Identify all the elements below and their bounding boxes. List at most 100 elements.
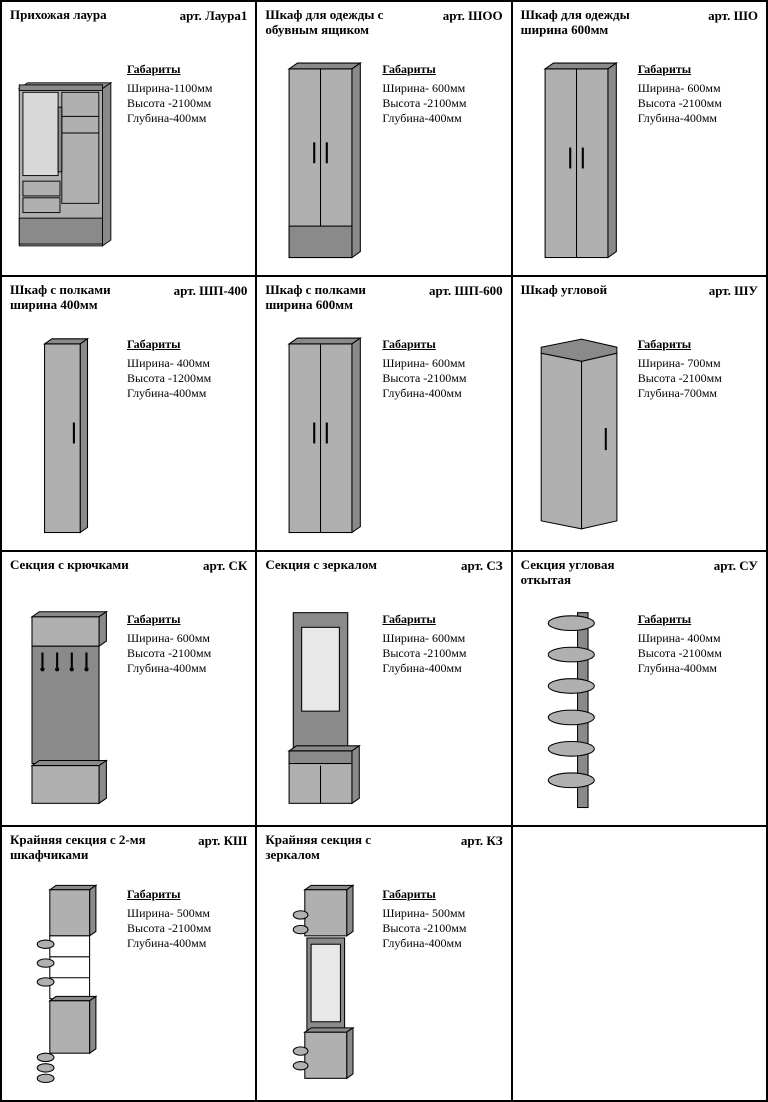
cell-body: ГабаритыШирина- 600ммВысота -2100ммГлуби… [521,42,758,271]
dimensions-heading: Габариты [382,612,502,627]
dimension-line: Глубина-400мм [638,111,758,126]
cell-body: Габариты Ширина- 500ммВысота -2100ммГлуби… [265,867,502,1096]
product-name: Шкаф с полками ширина 600мм [265,283,407,313]
cell-header: Шкаф для одежды ширина 600мм арт. ШО [521,8,758,42]
product-name: Секция с зеркалом [265,558,377,573]
dimension-line: Глубина-400мм [127,661,247,676]
cell-body: Габариты Ширина- 600ммВысота -2100ммГлуби… [265,592,502,821]
cell-header: Крайняя секция с зеркалом арт. КЗ [265,833,502,867]
product-name: Шкаф для одежды ширина 600мм [521,8,663,38]
product-name: Шкаф угловой [521,283,607,298]
product-cell: Секция с крючками арт. СК ГабаритыШирина- … [1,551,256,826]
product-article: арт. КЗ [461,833,503,849]
dimension-line: Глубина-400мм [382,936,502,951]
empty-cell [512,826,767,1101]
dimension-line: Высота -2100мм [127,96,247,111]
product-name: Секция угловая откытая [521,558,663,588]
product-dimensions: ГабаритыШирина- 600ммВысота -2100ммГлуби… [127,598,247,676]
product-dimensions: Габариты Ширина-1100ммВысота -2100ммГлуби… [127,48,247,126]
cell-body: Габариты Ширина-1100ммВысота -2100ммГлуби… [10,42,247,271]
product-cell: Крайняя секция с зеркалом арт. КЗ Габариты… [256,826,511,1101]
dimensions-heading: Габариты [127,887,247,902]
product-illustration [265,598,376,818]
dimensions-heading: Габариты [127,337,247,352]
dimension-line: Ширина- 500мм [127,906,247,921]
product-illustration [10,323,121,543]
dimension-line: Глубина-400мм [127,936,247,951]
dimensions-heading: Габариты [382,337,502,352]
product-name: Крайняя секция с зеркалом [265,833,407,863]
article-code: ШУ [734,283,758,298]
article-code: СК [229,558,248,573]
dimensions-heading: Габариты [382,887,502,902]
product-dimensions: ГабаритыШирина- 500ммВысота -2100ммГлуби… [127,873,247,951]
article-code: ШО [734,8,758,23]
dimensions-heading: Габариты [638,337,758,352]
product-illustration [10,873,121,1093]
product-cell: Секция угловая откытая арт. СУ Габариты Шир… [512,551,767,826]
product-cell: Крайняя секция с 2-мя шкафчикамиарт. КШГ… [1,826,256,1101]
cell-header: Секция с крючками арт. СК [10,558,247,592]
dimensions-heading: Габариты [127,62,247,77]
dimension-line: Ширина- 400мм [638,631,758,646]
cell-body: ГабаритыШирина- 400ммВысота -2100ммГлуби… [521,592,758,821]
product-illustration [265,48,376,268]
dimension-line: Глубина-400мм [127,111,247,126]
catalog-grid: Прихожая лаураарт. Лаура1ГабаритыШирина-… [0,0,768,1102]
dimensions-heading: Габариты [382,62,502,77]
article-code: КШ [224,833,248,848]
dimension-line: Высота -2100мм [382,921,502,936]
article-code: ШП-400 [199,283,247,298]
product-cell: Шкаф с полками ширина 600мм арт. ШП-600 Га… [256,276,511,551]
product-cell: Шкаф для одежды ширина 600мм арт. ШО Габар… [512,1,767,276]
product-dimensions: ГабаритыШирина- 400ммВысота -1200ммГлуби… [127,323,247,401]
product-illustration [10,598,121,818]
cell-body: ГабаритыШирина- 600ммВысота -2100ммГлуби… [10,592,247,821]
article-code: СУ [739,558,758,573]
dimension-line: Высота -2100мм [382,646,502,661]
product-name: Прихожая лаура [10,8,107,23]
dimension-line: Ширина- 600мм [638,81,758,96]
cell-header: Шкаф для одежды с обувным ящикомарт. ШОО [265,8,502,42]
product-article: арт. ШУ [709,283,758,299]
dimension-line: Ширина- 700мм [638,356,758,371]
dimension-line: Ширина-1100мм [127,81,247,96]
dimension-line: Высота -2100мм [127,646,247,661]
product-article: арт. СЗ [461,558,503,574]
product-dimensions: Габариты Ширина- 600ммВысота -2100ммГлуби… [382,598,502,676]
product-article: арт. СК [203,558,247,574]
product-cell: Шкаф с полками ширина 400ммарт. ШП-400Га… [1,276,256,551]
product-article: арт. ШП-600 [429,283,503,299]
cell-body: ГабаритыШирина- 400ммВысота -1200ммГлуби… [10,317,247,546]
product-name: Секция с крючками [10,558,129,573]
product-dimensions: ГабаритыШирина- 600ммВысота -2100ммГлуби… [382,48,502,126]
dimension-line: Глубина-700мм [638,386,758,401]
article-code: ШП-600 [454,283,502,298]
cell-header: Секция с зеркалом арт. СЗ [265,558,502,592]
dimensions-heading: Габариты [127,612,247,627]
product-cell: Прихожая лаураарт. Лаура1 Габариты Ширина-… [1,1,256,276]
article-code: КЗ [486,833,502,848]
product-illustration [521,48,632,268]
cell-header: Прихожая лаураарт. Лаура1 [10,8,247,42]
product-name: Крайняя секция с 2-мя шкафчиками [10,833,152,863]
dimension-line: Ширина- 600мм [382,631,502,646]
dimension-line: Глубина-400мм [382,111,502,126]
product-dimensions: ГабаритыШирина- 700ммВысота -2100ммГлуби… [638,323,758,401]
product-dimensions: ГабаритыШирина- 600ммВысота -2100ммГлуби… [638,48,758,126]
product-name: Шкаф для одежды с обувным ящиком [265,8,407,38]
product-name: Шкаф с полками ширина 400мм [10,283,152,313]
product-article: арт. ШО [708,8,758,24]
dimension-line: Глубина-400мм [638,661,758,676]
product-illustration [265,323,376,543]
cell-header: Шкаф с полками ширина 600мм арт. ШП-600 [265,283,502,317]
dimension-line: Ширина- 500мм [382,906,502,921]
dimension-line: Глубина-400мм [382,386,502,401]
dimension-line: Глубина-400мм [382,661,502,676]
cell-header: Секция угловая откытая арт. СУ [521,558,758,592]
product-cell: Шкаф для одежды с обувным ящикомарт. ШОО… [256,1,511,276]
cell-body: ГабаритыШирина- 600ммВысота -2100ммГлуби… [265,42,502,271]
dimensions-heading: Габариты [638,612,758,627]
product-article: арт. СУ [714,558,758,574]
article-code: Лаура1 [205,8,247,23]
